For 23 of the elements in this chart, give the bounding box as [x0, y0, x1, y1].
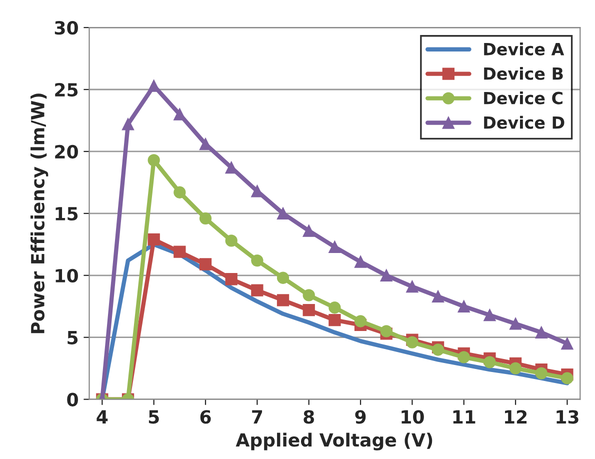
y-tick-label: 10 [56, 268, 78, 283]
x-tick-label: 12 [505, 410, 527, 424]
x-tick-label: 10 [402, 410, 424, 424]
x-tick-label: 7 [252, 410, 262, 424]
y-tick-label: 5 [68, 331, 78, 344]
y-tick-label: 20 [55, 144, 78, 159]
x-tick-label: 9 [355, 410, 366, 424]
legend-label: Device D [484, 116, 564, 129]
y-tick-label: 15 [56, 207, 78, 221]
x-axis-title: Applied Voltage (V) [236, 432, 432, 450]
legend-label: Device B [484, 67, 563, 80]
x-tick-label: 5 [148, 410, 159, 424]
x-tick-label: 13 [556, 410, 578, 424]
x-tick-label: 4 [96, 410, 108, 424]
legend-label: Device A [484, 42, 564, 56]
y-axis-title: Power Efficiency (lm/W) [30, 94, 48, 334]
x-tick-label: 8 [304, 410, 314, 424]
y-tick-label: 25 [55, 82, 78, 97]
y-tick-label: 0 [67, 392, 78, 406]
legend-label: Device C [484, 91, 562, 104]
x-tick-label: 6 [200, 410, 211, 424]
x-tick-label: 11 [453, 410, 476, 424]
y-tick-label: 30 [54, 21, 78, 35]
